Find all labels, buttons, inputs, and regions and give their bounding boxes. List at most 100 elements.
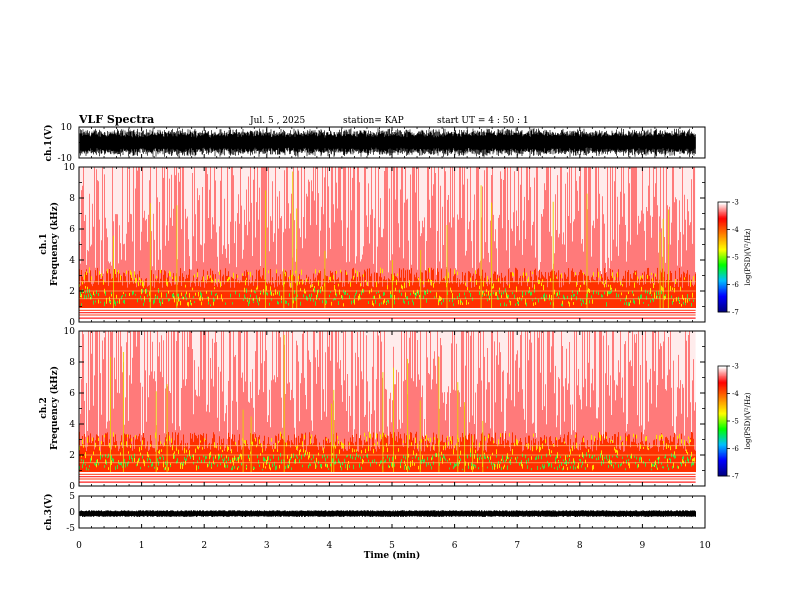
- colorbar-segment: [718, 236, 727, 239]
- colorbar-segment: [718, 251, 727, 254]
- colorbar-segment: [718, 418, 727, 421]
- colorbar-segment: [718, 240, 727, 243]
- station-label: station= KAP: [343, 116, 404, 126]
- colorbar-segment: [718, 285, 727, 288]
- colorbar-segment: [718, 230, 727, 233]
- colorbar-segment: [718, 375, 727, 378]
- colorbar-segment: [718, 465, 727, 467]
- colorbar-segment: [718, 404, 727, 407]
- colorbar-segment: [718, 276, 727, 279]
- colorbar-tick-label: -3: [732, 199, 739, 207]
- colorbar-segment: [718, 422, 727, 425]
- colorbar-segment: [718, 454, 727, 456]
- colorbar-segment: [718, 269, 727, 272]
- colorbar-segment: [718, 202, 727, 204]
- freq-tick-label: 4: [69, 256, 75, 266]
- colorbar-segment: [718, 218, 727, 221]
- colorbar-segment: [718, 203, 727, 206]
- colorbar-segment: [718, 288, 727, 291]
- colorbar-segment: [718, 444, 727, 447]
- colorbar-segment: [718, 279, 727, 281]
- time-tick-label: 6: [452, 541, 458, 551]
- ch1-spectrogram-image: [79, 167, 696, 322]
- colorbar-segment: [718, 306, 727, 309]
- colorbar-segment: [718, 368, 727, 371]
- time-tick-label: 5: [389, 541, 395, 551]
- colorbar-segment: [718, 436, 727, 438]
- colorbar-segment: [718, 217, 727, 219]
- colorbar-segment: [718, 207, 727, 210]
- colorbar-segment: [718, 383, 727, 386]
- start-ut-label: start UT = 4 : 50 : 1: [437, 116, 529, 126]
- colorbar-segment: [718, 268, 727, 270]
- colorbar-segment: [718, 394, 727, 397]
- time-tick-label: 2: [201, 541, 207, 551]
- time-tick-label: 7: [514, 541, 520, 551]
- colorbar-segment: [718, 372, 727, 375]
- colorbar-segment: [718, 412, 727, 415]
- ch2-spectrogram-image: [79, 331, 696, 486]
- colorbar-segment: [718, 377, 727, 379]
- colorbar-segment: [718, 441, 727, 444]
- colorbar-segment: [718, 425, 727, 427]
- ch2-spectrogram-channel-label: ch.2: [39, 397, 49, 418]
- colorbar-segment: [718, 455, 727, 458]
- colorbar-segment: [718, 243, 727, 246]
- date-label: Jul. 5 , 2025: [249, 116, 305, 126]
- colorbar-segment: [718, 474, 727, 477]
- colorbar-segment: [718, 261, 727, 263]
- time-tick-label: 9: [640, 541, 646, 551]
- freq-tick-label: 10: [64, 163, 76, 173]
- colorbar-segment: [718, 309, 727, 312]
- freq-tick-label: 2: [69, 287, 75, 297]
- colorbar-segment: [718, 430, 727, 433]
- colorbar-segment: [718, 296, 727, 299]
- colorbar-segment: [718, 233, 727, 236]
- time-tick-label: 10: [699, 541, 711, 551]
- colorbar-segment: [718, 247, 727, 250]
- colorbar-segment: [718, 462, 727, 465]
- freq-tick-label: 8: [69, 358, 75, 368]
- colorbar-segment: [718, 214, 727, 217]
- colorbar-segment: [718, 470, 727, 473]
- colorbar-segment: [718, 405, 727, 408]
- colorbar-segment: [718, 452, 727, 455]
- colorbar-tick-label: -3: [732, 363, 739, 371]
- colorbar-segment: [718, 460, 727, 463]
- colorbar-tick-label: -6: [732, 445, 739, 453]
- time-tick-label: 1: [139, 541, 145, 551]
- ch1-waveform-ticks: [78, 126, 706, 159]
- colorbar-segment: [718, 416, 727, 419]
- colorbar-segment: [718, 379, 727, 382]
- colorbar-segment: [718, 221, 727, 224]
- colorbar-segment: [718, 397, 727, 400]
- ch1-waveform-panel: 10 -10 ch.1(V): [43, 123, 706, 164]
- colorbar-segment: [718, 423, 727, 426]
- ch1-ytick-bottom: -10: [58, 154, 73, 164]
- ch2-spectrogram-panel: 0 2 4 6 8 10 ch.2 Frequency (kHz): [39, 327, 706, 492]
- freq-tick-label: 10: [64, 327, 76, 337]
- ch1-spectrogram-ylabel: Frequency (kHz): [49, 202, 60, 286]
- colorbar-segment: [718, 248, 727, 251]
- colorbar-segment: [718, 235, 727, 237]
- colorbar-segment: [718, 241, 727, 244]
- colorbar-segment: [718, 386, 727, 389]
- colorbar-segment: [718, 388, 727, 390]
- ch3-waveform-line: [79, 510, 696, 517]
- ch2-spectrogram-ylabel: Frequency (kHz): [49, 366, 60, 450]
- colorbar-segment: [718, 426, 727, 429]
- colorbar-segment: [718, 265, 727, 268]
- colorbar-segment: [718, 437, 727, 440]
- colorbar-segment: [718, 283, 727, 285]
- colorbar-segment: [718, 224, 727, 226]
- colorbar-segment: [718, 225, 727, 228]
- colorbar-segment: [718, 440, 727, 443]
- ch3-waveform-trace: [79, 510, 696, 517]
- colorbar-segment: [718, 419, 727, 422]
- colorbar-segment: [718, 254, 727, 257]
- colorbar-segment: [718, 284, 727, 287]
- colorbar-segment: [718, 291, 727, 294]
- colorbar-segment: [718, 292, 727, 295]
- colorbar-tick-label: -4: [732, 390, 739, 398]
- colorbar-segment: [718, 410, 727, 412]
